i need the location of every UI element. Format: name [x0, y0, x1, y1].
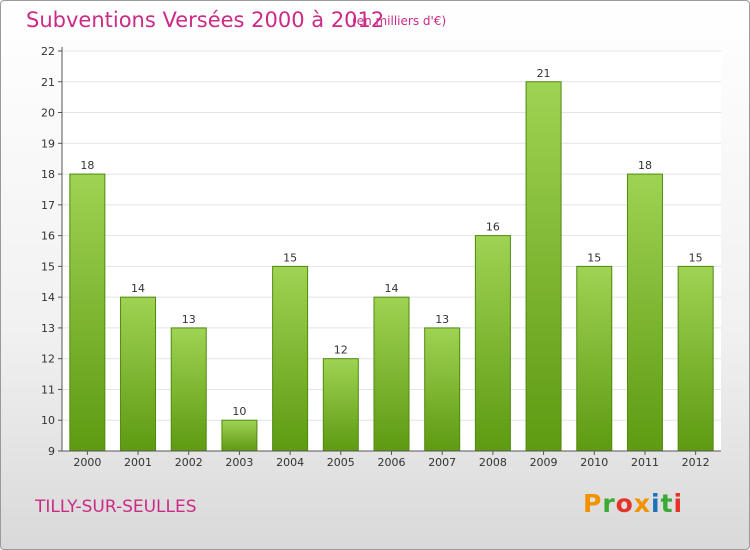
bar — [221, 419, 258, 452]
bar — [424, 327, 461, 452]
y-tick-label: 18 — [41, 168, 55, 181]
value-label: 14 — [131, 282, 145, 295]
x-tick-label: 2009 — [530, 456, 558, 469]
x-tick-label: 2010 — [580, 456, 608, 469]
value-label: 13 — [182, 313, 196, 326]
value-label: 14 — [385, 282, 399, 295]
axes: 9 10 11 12 13 14 15 16 17 18 19 20 21 22 2000 2001 2002 2… — [41, 45, 721, 469]
value-label: 10 — [232, 405, 246, 418]
y-tick-label: 10 — [41, 414, 55, 427]
commune-name: TILLY-SUR-SEULLES — [35, 497, 197, 517]
value-label: 15 — [283, 251, 297, 264]
y-tick-label: 15 — [41, 260, 55, 273]
value-label: 16 — [486, 221, 500, 234]
x-tick-label: 2006 — [378, 456, 406, 469]
bar — [474, 235, 511, 452]
bar — [69, 173, 106, 452]
y-tick-label: 13 — [41, 322, 55, 335]
x-tick-label: 2012 — [682, 456, 710, 469]
x-tick-label: 2003 — [225, 456, 253, 469]
bar — [576, 265, 613, 452]
bar — [677, 265, 714, 452]
bar — [272, 265, 309, 452]
value-label: 18 — [80, 159, 94, 172]
logo-letter: i — [673, 489, 684, 518]
bar — [626, 173, 663, 452]
logo-letter: P — [583, 489, 603, 518]
y-tick-label: 16 — [41, 230, 55, 243]
bar — [120, 296, 157, 452]
bar — [525, 81, 562, 452]
value-label: 12 — [334, 344, 348, 357]
bars — [69, 81, 714, 452]
logo-letter: t — [660, 489, 674, 518]
x-tick-label: 2000 — [73, 456, 101, 469]
value-labels: 18 14 13 10 15 12 14 13 16 21 15 18 15 — [80, 67, 702, 418]
chart-subtitle: (en milliers d'€) — [352, 14, 447, 28]
y-tick-label: 21 — [41, 76, 55, 89]
value-label: 15 — [689, 251, 703, 264]
y-tick-label: 12 — [41, 353, 55, 366]
value-label: 21 — [537, 67, 551, 80]
y-tick-label: 17 — [41, 199, 55, 212]
logo-letter: o — [615, 489, 634, 518]
bar — [170, 327, 207, 452]
x-tick-label: 2011 — [631, 456, 659, 469]
x-tick-label: 2008 — [479, 456, 507, 469]
x-tick-label: 2002 — [175, 456, 203, 469]
proxiti-logo: Proxiti — [583, 489, 683, 518]
chart-title: Subventions Versées 2000 à 2012 — [26, 8, 385, 32]
logo-letter: x — [633, 489, 651, 518]
value-label: 15 — [587, 251, 601, 264]
y-tick-label: 19 — [41, 137, 55, 150]
x-tick-label: 2004 — [276, 456, 304, 469]
value-label: 18 — [638, 159, 652, 172]
y-tick-label: 22 — [41, 45, 55, 58]
bar — [373, 296, 410, 452]
y-tick-label: 9 — [48, 445, 55, 458]
y-tick-label: 14 — [41, 291, 55, 304]
y-tick-label: 11 — [41, 383, 55, 396]
x-tick-label: 2005 — [327, 456, 355, 469]
value-label: 13 — [435, 313, 449, 326]
x-tick-label: 2001 — [124, 456, 152, 469]
bar — [322, 358, 359, 452]
x-tick-label: 2007 — [428, 456, 456, 469]
y-tick-label: 20 — [41, 107, 55, 120]
logo-letter: i — [651, 489, 661, 518]
logo-letter: r — [602, 489, 616, 518]
